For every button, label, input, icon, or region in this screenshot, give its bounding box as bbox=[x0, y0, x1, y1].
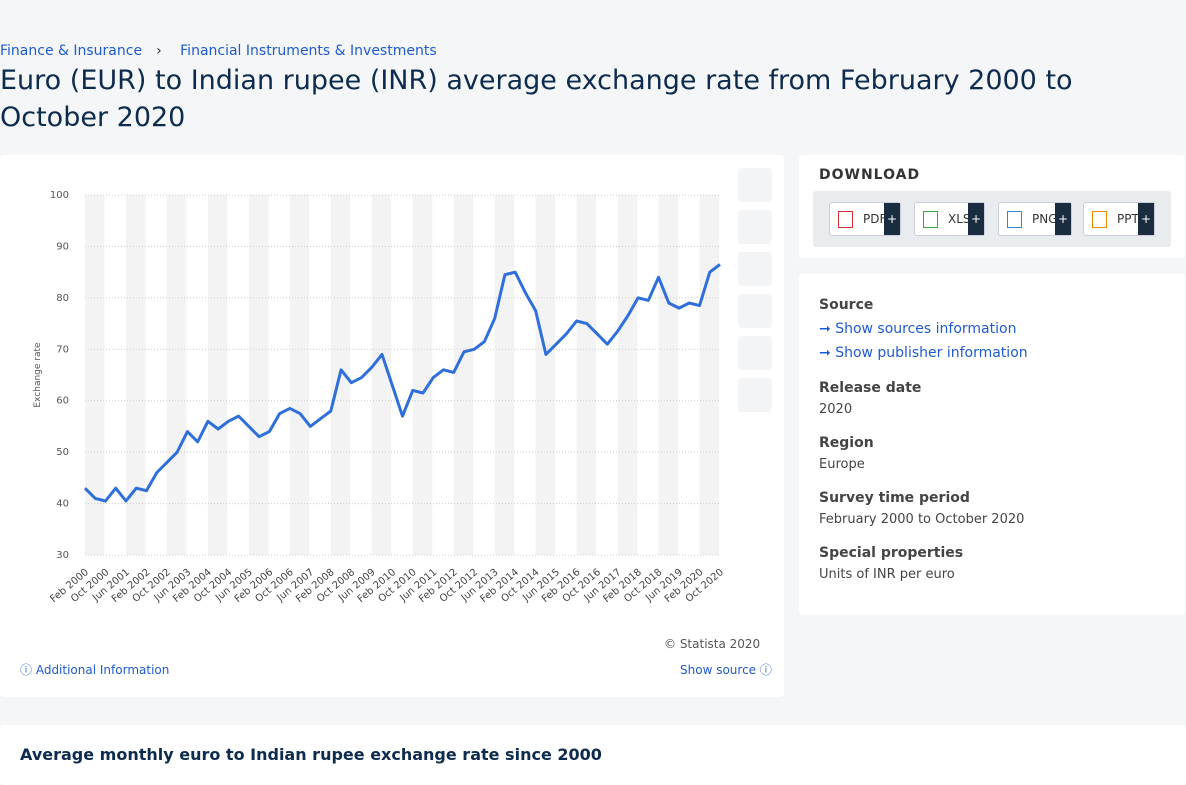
show-source-text: Show source bbox=[680, 663, 757, 677]
page: Finance & Insurance › Financial Instrumen… bbox=[0, 43, 1186, 785]
pdf-button[interactable]: PDF + bbox=[829, 202, 901, 236]
band bbox=[125, 195, 146, 555]
button-text: PNG bbox=[1032, 212, 1058, 226]
section-heading: Average monthly euro to Indian rupee exc… bbox=[20, 745, 602, 764]
xls-button[interactable]: XLS + bbox=[914, 202, 985, 236]
line bbox=[83, 263, 721, 503]
button-text: PDF bbox=[863, 212, 887, 226]
sources-link[interactable]: ➞ Show sources information bbox=[819, 321, 1017, 337]
y-tick-label: 60 bbox=[56, 396, 69, 407]
share-button[interactable] bbox=[738, 294, 772, 328]
copyright: © Statista 2020 bbox=[664, 637, 761, 651]
y-axis-label: Exchange rate bbox=[33, 342, 43, 408]
breadcrumb-link[interactable]: Finance & Insurance bbox=[0, 43, 143, 59]
field-value: Europe bbox=[819, 457, 865, 472]
link-text: Show sources information bbox=[835, 321, 1017, 337]
breadcrumb: Finance & Insurance › Financial Instrumen… bbox=[0, 43, 451, 59]
separator: › bbox=[156, 43, 162, 59]
cite-button[interactable] bbox=[738, 336, 772, 370]
band bbox=[453, 195, 474, 555]
field-label: Release date bbox=[819, 380, 922, 396]
additional-info-link[interactable]: ⓘ Additional Information bbox=[20, 663, 170, 677]
button-text: PPT bbox=[1117, 212, 1139, 226]
y-tick-label: 40 bbox=[56, 499, 69, 510]
band bbox=[535, 195, 556, 555]
field-value: 2020 bbox=[819, 402, 853, 417]
publisher-link[interactable]: ➞ Show publisher information bbox=[819, 345, 1028, 361]
source-label: Source bbox=[819, 297, 874, 313]
field-label: Survey time period bbox=[819, 490, 970, 506]
y-tick-label: 80 bbox=[56, 293, 69, 304]
ppt-button[interactable]: PPT + bbox=[1083, 202, 1155, 236]
settings-button[interactable] bbox=[738, 252, 772, 286]
band bbox=[85, 195, 105, 555]
favorite-button[interactable] bbox=[738, 168, 772, 202]
band bbox=[289, 195, 310, 555]
field-label: Special properties bbox=[819, 545, 964, 561]
y-tick-label: 100 bbox=[50, 190, 69, 201]
y-tick-label: 90 bbox=[56, 241, 69, 252]
band bbox=[699, 195, 719, 555]
download-title: DOWNLOAD bbox=[819, 167, 921, 183]
band bbox=[658, 195, 679, 555]
band bbox=[371, 195, 392, 555]
show-source-link[interactable]: Show source ⓘ bbox=[680, 663, 772, 677]
band bbox=[207, 195, 228, 555]
print-button[interactable] bbox=[738, 378, 772, 412]
breadcrumb-link[interactable]: Financial Instruments & Investments bbox=[180, 43, 437, 59]
band bbox=[248, 195, 269, 555]
button-text: XLS bbox=[948, 212, 971, 226]
field-value: February 2000 to October 2020 bbox=[819, 512, 1025, 527]
y-tick-label: 70 bbox=[56, 344, 69, 355]
band bbox=[412, 195, 433, 555]
png-button[interactable]: PNG + bbox=[998, 202, 1072, 236]
alert-button[interactable] bbox=[738, 210, 772, 244]
page-title: Euro (EUR) to Indian rupee (INR) average… bbox=[0, 65, 1073, 133]
field-label: Region bbox=[819, 435, 874, 451]
additional-info-text: Additional Information bbox=[35, 663, 170, 677]
band bbox=[617, 195, 638, 555]
link-text: Show publisher information bbox=[835, 345, 1028, 361]
y-tick-label: 30 bbox=[56, 550, 69, 561]
band bbox=[166, 195, 187, 555]
field-value: Units of INR per euro bbox=[819, 567, 955, 582]
y-tick-label: 50 bbox=[56, 447, 69, 458]
band bbox=[494, 195, 515, 555]
band bbox=[576, 195, 597, 555]
info-card bbox=[799, 274, 1185, 615]
